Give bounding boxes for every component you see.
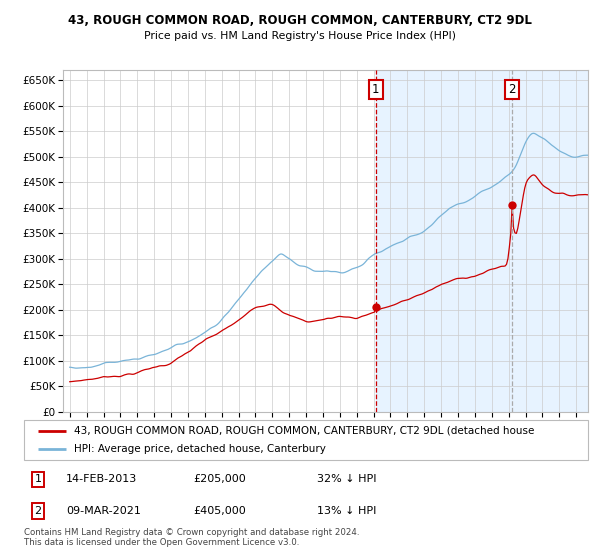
Text: 13% ↓ HPI: 13% ↓ HPI (317, 506, 377, 516)
Text: 43, ROUGH COMMON ROAD, ROUGH COMMON, CANTERBURY, CT2 9DL (detached house: 43, ROUGH COMMON ROAD, ROUGH COMMON, CAN… (74, 426, 534, 436)
Text: 32% ↓ HPI: 32% ↓ HPI (317, 474, 377, 484)
Text: 1: 1 (372, 83, 379, 96)
Text: 14-FEB-2013: 14-FEB-2013 (66, 474, 137, 484)
Bar (376, 70, 596, 412)
Text: HPI: Average price, detached house, Canterbury: HPI: Average price, detached house, Cant… (74, 445, 326, 454)
Text: 09-MAR-2021: 09-MAR-2021 (66, 506, 141, 516)
Text: Contains HM Land Registry data © Crown copyright and database right 2024.: Contains HM Land Registry data © Crown c… (24, 528, 359, 536)
Text: Price paid vs. HM Land Registry's House Price Index (HPI): Price paid vs. HM Land Registry's House … (144, 31, 456, 41)
Text: 1: 1 (35, 474, 41, 484)
Text: 2: 2 (35, 506, 41, 516)
Text: £205,000: £205,000 (193, 474, 246, 484)
FancyBboxPatch shape (24, 420, 588, 460)
Text: 43, ROUGH COMMON ROAD, ROUGH COMMON, CANTERBURY, CT2 9DL: 43, ROUGH COMMON ROAD, ROUGH COMMON, CAN… (68, 14, 532, 27)
Text: 2: 2 (508, 83, 515, 96)
Text: This data is licensed under the Open Government Licence v3.0.: This data is licensed under the Open Gov… (24, 538, 299, 547)
Text: £405,000: £405,000 (193, 506, 246, 516)
